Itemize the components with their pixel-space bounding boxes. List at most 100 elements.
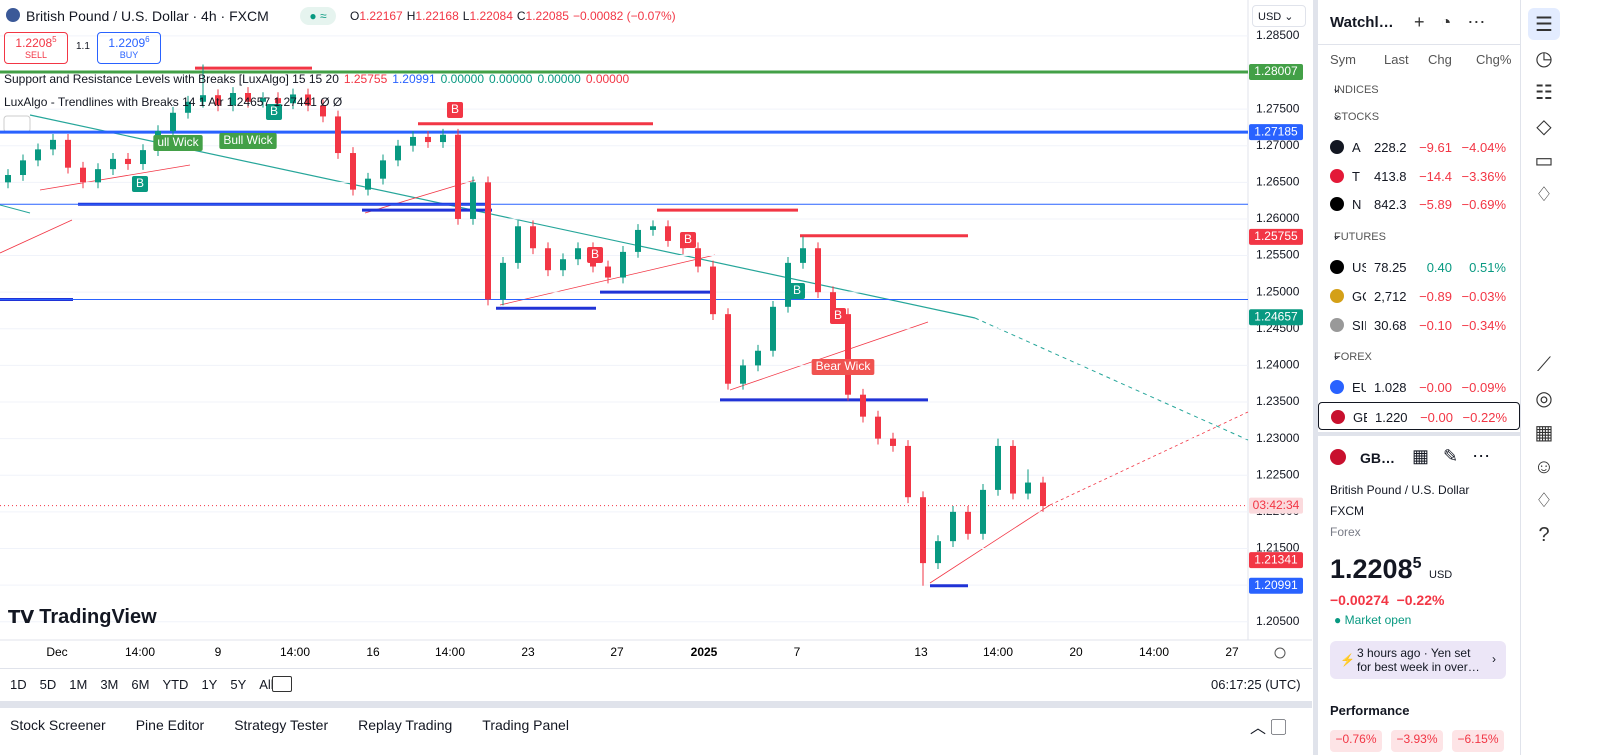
y-tick-label: 1.23500 bbox=[1256, 394, 1300, 408]
candle-body bbox=[365, 178, 371, 190]
candle-body bbox=[20, 160, 26, 176]
candle-body bbox=[800, 248, 806, 263]
market-status[interactable]: ● ≈ bbox=[300, 7, 336, 25]
watchlist-row[interactable]: T 413.8 −14.4 −3.36% bbox=[1318, 162, 1520, 190]
price-tag bbox=[1249, 124, 1303, 141]
bottom-tab[interactable]: Strategy Tester bbox=[234, 717, 329, 733]
range-button[interactable]: 1D bbox=[10, 677, 27, 692]
watchlist-row[interactable]: N 842.3 −5.89 −0.69% bbox=[1318, 190, 1520, 218]
candle-body bbox=[125, 158, 131, 165]
last: 413.8 bbox=[1374, 169, 1407, 184]
candle-body bbox=[170, 112, 176, 132]
sidebar-active[interactable] bbox=[1528, 8, 1560, 40]
collapse-button[interactable] bbox=[3, 115, 31, 133]
signal-label: B bbox=[679, 232, 697, 248]
x-tick-label: 27 bbox=[1225, 645, 1239, 659]
divider bbox=[1520, 0, 1521, 755]
watchlist-row[interactable]: US 78.25 0.40 0.51% bbox=[1318, 253, 1520, 281]
range-button[interactable]: 5Y bbox=[230, 677, 247, 692]
candle-body bbox=[230, 92, 236, 106]
candle-body bbox=[665, 226, 671, 241]
symbol-icon bbox=[1331, 410, 1345, 424]
indicator-legend: LuxAlgo - Trendlines with Breaks 14 1 At… bbox=[4, 95, 343, 109]
x-tick-label: 7 bbox=[794, 645, 801, 659]
range-button[interactable]: 6M bbox=[131, 677, 150, 692]
change-pct: −0.09% bbox=[1461, 380, 1506, 395]
candle-body bbox=[485, 182, 491, 300]
watchlist-row[interactable]: GC 2,712 −0.89 −0.03% bbox=[1318, 282, 1520, 310]
currency-select[interactable]: USD ⌄ bbox=[1252, 5, 1306, 27]
range-button[interactable]: 5D bbox=[39, 677, 57, 692]
candle-body bbox=[350, 153, 356, 190]
candle-body bbox=[245, 92, 251, 102]
candle-body bbox=[770, 306, 776, 351]
date-range-icon[interactable] bbox=[272, 676, 292, 692]
symbol: GB bbox=[1353, 410, 1367, 425]
change: 0.40 bbox=[1426, 260, 1452, 275]
y-tick-label: 1.27500 bbox=[1256, 101, 1300, 115]
details-price: 1.22085 USD bbox=[1330, 554, 1452, 585]
currency: USD bbox=[1258, 11, 1282, 23]
y-tick-label: 1.22500 bbox=[1256, 467, 1300, 481]
bottom-tab[interactable]: Stock Screener bbox=[10, 717, 106, 733]
signal-box bbox=[446, 102, 464, 118]
signal-label: B bbox=[586, 247, 604, 263]
sell-button[interactable]: 1.22085 SELL bbox=[4, 32, 68, 64]
bottom-tab[interactable]: Trading Panel bbox=[482, 717, 569, 733]
candle-body bbox=[890, 438, 896, 446]
candle-body bbox=[875, 416, 881, 439]
symbol-title[interactable]: British Pound / U.S. Dollar · 4h · FXCM bbox=[26, 8, 269, 24]
symbol: US bbox=[1352, 260, 1366, 275]
divider bbox=[1318, 44, 1520, 45]
candle-body bbox=[275, 98, 281, 104]
section-chevron: ⌄ bbox=[1332, 350, 1342, 362]
x-tick-label: 16 bbox=[366, 645, 380, 659]
news-card[interactable]: ⚡ 3 hours ago · Yen set for best week in … bbox=[1330, 641, 1506, 679]
sidebar-icons[interactable]: ☰ ◷ ☷ ◇ ▭ ♢ ⟋ ◎ ▦ ☺ ♢? bbox=[1533, 14, 1555, 546]
sell-pip: 5 bbox=[52, 35, 57, 44]
panel-controls[interactable]: ︿ ▢ bbox=[1250, 720, 1287, 737]
watchlist-row[interactable]: SIL 30.68 −0.10 −0.34% bbox=[1318, 311, 1520, 339]
candle-body bbox=[470, 182, 476, 219]
section-chevron: ⌄ bbox=[1332, 110, 1342, 122]
trendline-projection bbox=[1049, 411, 1249, 506]
signal-box bbox=[679, 232, 697, 248]
symbol-flag bbox=[1330, 449, 1346, 465]
trendline bbox=[39, 164, 191, 191]
candle-body bbox=[830, 292, 836, 315]
range-button[interactable]: 1Y bbox=[201, 677, 218, 692]
bottom-tab[interactable]: Replay Trading bbox=[358, 717, 453, 733]
section-label: FUTURES bbox=[1334, 231, 1386, 243]
range-button[interactable]: 3M bbox=[100, 677, 119, 692]
signal-text: B bbox=[270, 104, 278, 118]
settings-icon[interactable] bbox=[1274, 647, 1286, 659]
candle-body bbox=[545, 248, 551, 271]
symbol-icon bbox=[1330, 289, 1344, 303]
range-button[interactable]: YTD bbox=[162, 677, 189, 692]
signal-text: B bbox=[591, 247, 599, 261]
candle-body bbox=[500, 262, 506, 300]
change: −0.00 bbox=[1420, 410, 1453, 425]
bottom-tab[interactable]: Pine Editor bbox=[135, 717, 205, 733]
price-tag-label: 1.21341 bbox=[1254, 552, 1298, 566]
range-button[interactable]: 1M bbox=[69, 677, 88, 692]
buy-button[interactable]: 1.22096 BUY bbox=[97, 32, 161, 64]
watchlist-row[interactable]: GB 1.220 −0.00 −0.22% bbox=[1318, 402, 1520, 430]
divider bbox=[1313, 0, 1318, 755]
watchlist-row[interactable]: EU 1.028 −0.00 −0.09% bbox=[1318, 373, 1520, 401]
range-button[interactable]: All bbox=[259, 677, 274, 692]
candle-body bbox=[905, 445, 911, 498]
divider bbox=[0, 668, 1312, 669]
ohlc-change: −0.00082 (−0.07%) bbox=[572, 9, 676, 23]
candle-body bbox=[335, 116, 341, 154]
candle-body bbox=[560, 259, 566, 271]
last: 1.220 bbox=[1375, 410, 1408, 425]
range-bar: 1D 5D 1M 3M 6M YTD 1Y 5Y All bbox=[10, 677, 287, 692]
watchlist-title[interactable]: Watchl… bbox=[1330, 14, 1394, 31]
candle-body bbox=[965, 511, 971, 534]
watchlist-icons[interactable]: +◔⋯ bbox=[1414, 12, 1502, 32]
watchlist-row[interactable]: A 228.2 −9.61 −4.04% bbox=[1318, 133, 1520, 161]
candle-body bbox=[95, 169, 101, 183]
change-pct: 0.51% bbox=[1469, 260, 1506, 275]
details-icons[interactable]: ▦✎⋯ bbox=[1412, 446, 1505, 466]
